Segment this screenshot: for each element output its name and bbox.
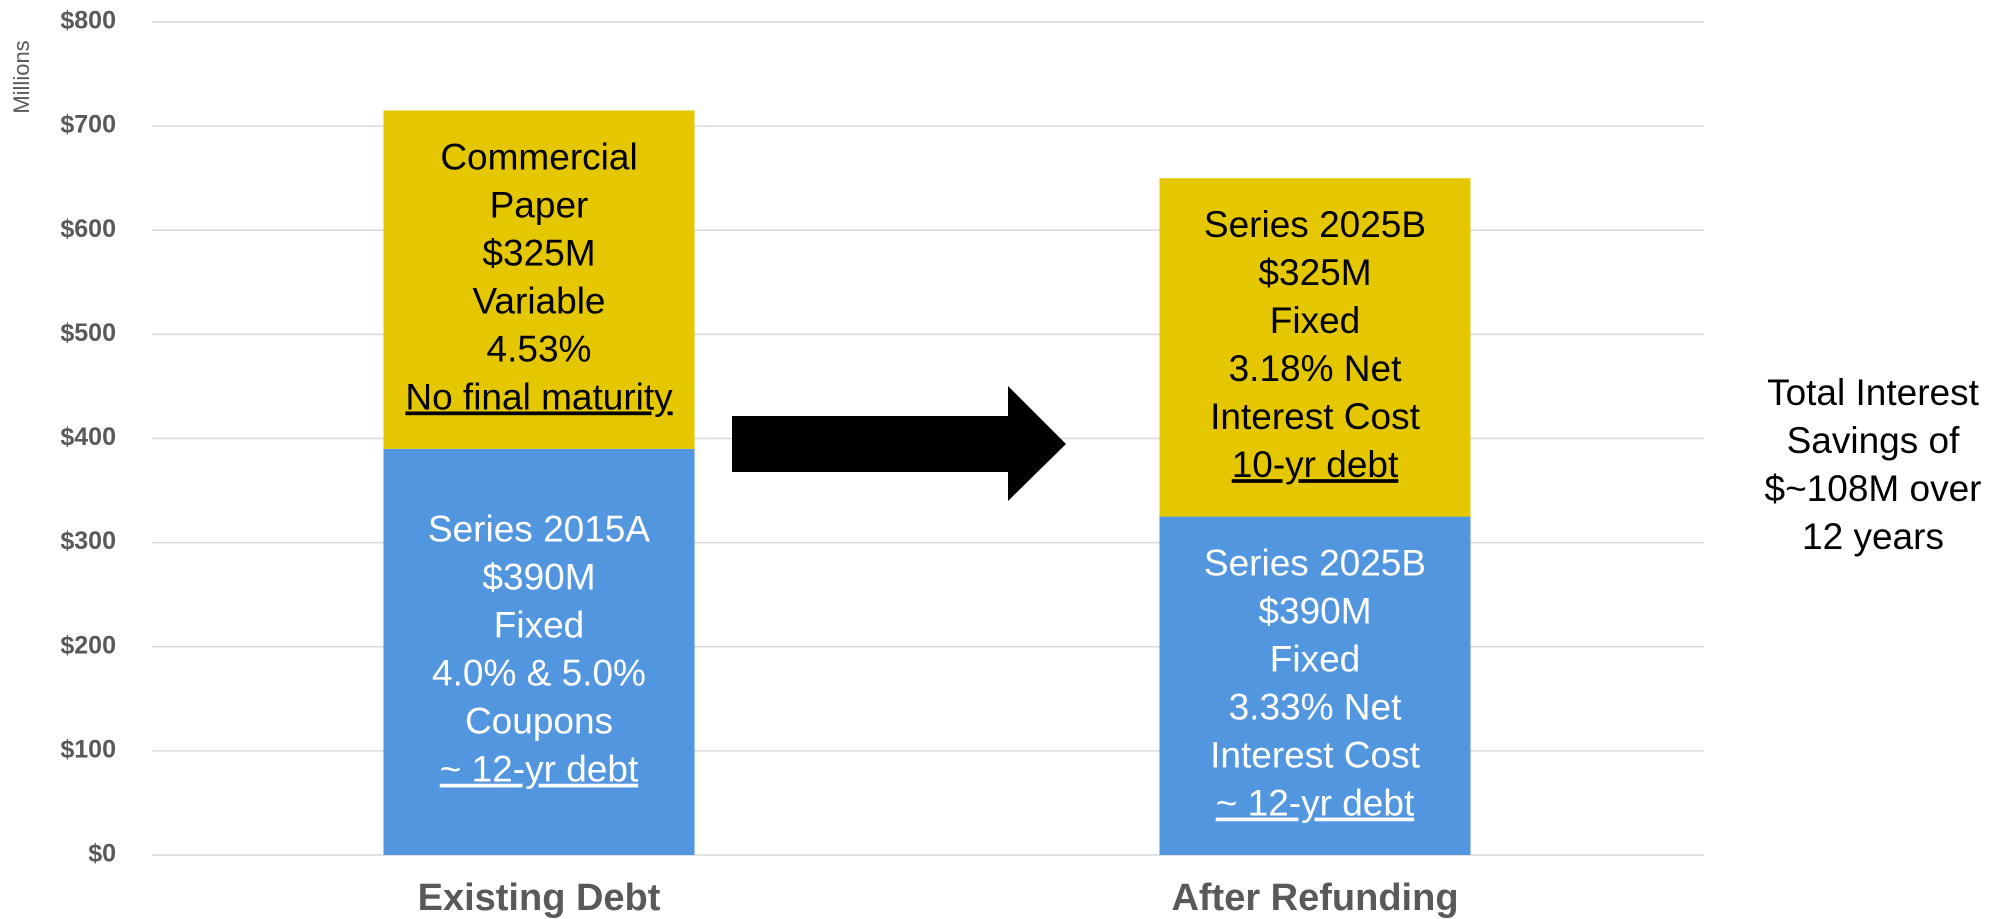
segment-label: 4.53%	[487, 328, 592, 369]
y-tick-label: $600	[60, 215, 116, 243]
annotation: Savings of	[1787, 420, 1960, 461]
arrow	[732, 386, 1066, 501]
segment-label: Series 2015A	[428, 509, 650, 550]
y-axis-label: Millions	[9, 40, 34, 113]
y-tick-label: $800	[60, 7, 116, 35]
y-tick-label: $500	[60, 319, 116, 347]
segment-label: ~ 12-yr debt	[440, 749, 639, 790]
segment-label: 10-yr debt	[1232, 444, 1399, 485]
y-tick-label: $200	[60, 631, 116, 659]
x-tick-label: After Refunding	[1171, 877, 1458, 919]
segment-label: Series 2025B	[1204, 204, 1426, 245]
segment-label: Paper	[490, 184, 589, 225]
y-tick-label: $300	[60, 527, 116, 555]
segment-label: Coupons	[465, 701, 613, 742]
segment-label: Fixed	[1270, 639, 1360, 680]
y-tick-label: $0	[88, 840, 116, 868]
segment-label: No final maturity	[405, 376, 673, 417]
annotation: 12 years	[1802, 516, 1944, 557]
segment-label: $390M	[1258, 591, 1371, 632]
bar-segment	[383, 448, 695, 855]
bar-segment	[383, 110, 695, 449]
y-tick-label: $700	[60, 111, 116, 139]
segment-label: Commercial	[440, 136, 637, 177]
segment-label: Fixed	[494, 605, 584, 646]
segment-label: $325M	[1258, 252, 1371, 293]
bar-segment	[1159, 516, 1471, 855]
segment-label: Fixed	[1270, 300, 1360, 341]
segment-label: Interest Cost	[1210, 396, 1420, 437]
segment-label: 3.33% Net	[1229, 687, 1402, 728]
segment-label: ~ 12-yr debt	[1216, 783, 1415, 824]
y-tick-label: $400	[60, 423, 116, 451]
x-tick-label: Existing Debt	[418, 877, 661, 919]
annotation: $~108M over	[1765, 468, 1982, 509]
segment-label: Interest Cost	[1210, 735, 1420, 776]
segment-label: Variable	[472, 280, 605, 321]
segment-label: $390M	[482, 557, 595, 598]
segment-label: 4.0% & 5.0%	[432, 653, 646, 694]
segment-label: 3.18% Net	[1229, 348, 1402, 389]
annotation: Total Interest	[1767, 372, 1980, 413]
y-tick-label: $100	[60, 735, 116, 763]
bar-segment	[1159, 178, 1471, 517]
segment-label: $325M	[482, 232, 595, 273]
segment-label: Series 2025B	[1204, 543, 1426, 584]
